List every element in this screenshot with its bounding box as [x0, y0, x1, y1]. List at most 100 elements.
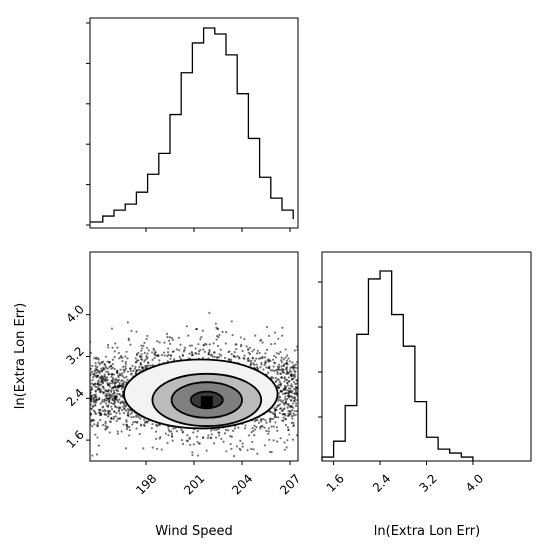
scatter-point: [181, 442, 185, 446]
scatter-point: [146, 356, 149, 359]
scatter-point: [277, 397, 280, 400]
scatter-point: [292, 414, 295, 417]
scatter-point: [277, 352, 280, 355]
scatter-point: [189, 443, 192, 447]
scatter-point: [220, 437, 223, 440]
scatter-point: [229, 358, 233, 361]
scatter-point: [239, 345, 243, 348]
scatter-point: [93, 403, 96, 407]
scatter-point: [285, 369, 289, 372]
scatter-point: [281, 419, 284, 422]
scatter-point: [247, 434, 251, 437]
scatter-point: [267, 371, 270, 374]
scatter-point: [140, 344, 143, 347]
scatter-point: [257, 421, 260, 424]
scatter-point: [105, 427, 108, 430]
scatter-point: [286, 382, 289, 385]
scatter-point: [284, 356, 287, 359]
scatter-point: [286, 397, 289, 401]
scatter-point: [140, 349, 143, 352]
scatter-point: [175, 348, 178, 351]
scatter-point: [286, 426, 290, 429]
scatter-point: [120, 387, 123, 390]
scatter-point: [286, 354, 289, 357]
scatter-point: [123, 407, 126, 410]
scatter-point: [97, 421, 100, 424]
scatter-point: [267, 432, 270, 435]
scatter-point: [103, 363, 106, 366]
scatter-point: [133, 367, 136, 370]
scatter-contour-panel: 198 201 204 207 1.6 2.4 3.2 4.0: [63, 251, 303, 498]
scatter-point: [282, 364, 285, 367]
scatter-point: [258, 357, 261, 360]
scatter-point: [232, 354, 235, 358]
scatter-point: [171, 350, 174, 353]
scatter-point: [263, 356, 267, 359]
scatter-point: [235, 343, 238, 346]
scatter-point: [226, 429, 230, 432]
scatter-point: [114, 342, 117, 345]
scatter-point: [98, 372, 101, 375]
scatter-point: [229, 443, 232, 446]
scatter-point: [208, 348, 211, 352]
scatter-point: [260, 420, 263, 423]
scatter-point: [228, 350, 231, 353]
scatter-point: [111, 346, 114, 349]
scatter-point: [119, 368, 122, 371]
scatter-point: [95, 369, 99, 372]
scatter-point: [253, 424, 256, 427]
scatter-point: [290, 374, 293, 378]
scatter-point: [238, 447, 241, 450]
scatter-point: [108, 360, 111, 364]
scatter-point: [144, 366, 147, 369]
scatter-point: [178, 349, 181, 352]
scatter-point: [287, 376, 290, 379]
scatter-point: [288, 389, 291, 392]
scatter-point: [106, 383, 110, 386]
scatter-point: [171, 439, 174, 442]
scatter-point: [241, 442, 244, 445]
scatter-point: [218, 353, 221, 356]
scatter-point: [140, 424, 143, 427]
scatter-point: [104, 365, 107, 368]
scatter-point: [108, 410, 111, 413]
scatter-point: [143, 418, 146, 421]
scatter-point: [293, 373, 296, 376]
scatter-point: [126, 357, 129, 360]
scatter-point: [125, 423, 129, 427]
scatter-point: [273, 362, 276, 365]
scatter-point: [277, 378, 280, 381]
scatter-point: [96, 365, 99, 369]
scatter-point: [103, 399, 107, 402]
scatter-point: [294, 389, 298, 392]
scatter-point: [146, 334, 149, 338]
scatter-point: [258, 351, 261, 355]
scatter-point: [183, 348, 186, 352]
scatter-point: [287, 428, 290, 432]
scatter-point: [117, 410, 120, 413]
scatter-point: [282, 358, 285, 361]
scatter-point: [151, 446, 154, 449]
extra-lon-err-histogram-panel: 1.6 2.4 3.2 4.0: [318, 251, 532, 495]
scatter-point: [159, 436, 162, 439]
scatter-point: [244, 424, 247, 427]
scatter-point: [282, 371, 285, 374]
scatter-point: [90, 385, 93, 389]
scatter-point: [229, 435, 232, 438]
scatter-point: [272, 425, 275, 428]
scatter-point: [265, 429, 268, 433]
scatter-point: [256, 452, 259, 455]
scatter-point: [269, 411, 272, 414]
scatter-point: [292, 366, 296, 369]
scatter-point: [90, 419, 94, 422]
scatter-point: [222, 464, 224, 466]
scatter-point: [135, 330, 138, 333]
scatter-point: [115, 406, 119, 409]
scatter-point: [100, 375, 103, 378]
scatter-point: [119, 356, 122, 359]
scatter-point: [261, 341, 264, 344]
scatter-point: [211, 355, 214, 358]
scatter-point: [215, 338, 218, 341]
scatter-point: [233, 455, 236, 458]
scatter-point: [157, 424, 160, 427]
